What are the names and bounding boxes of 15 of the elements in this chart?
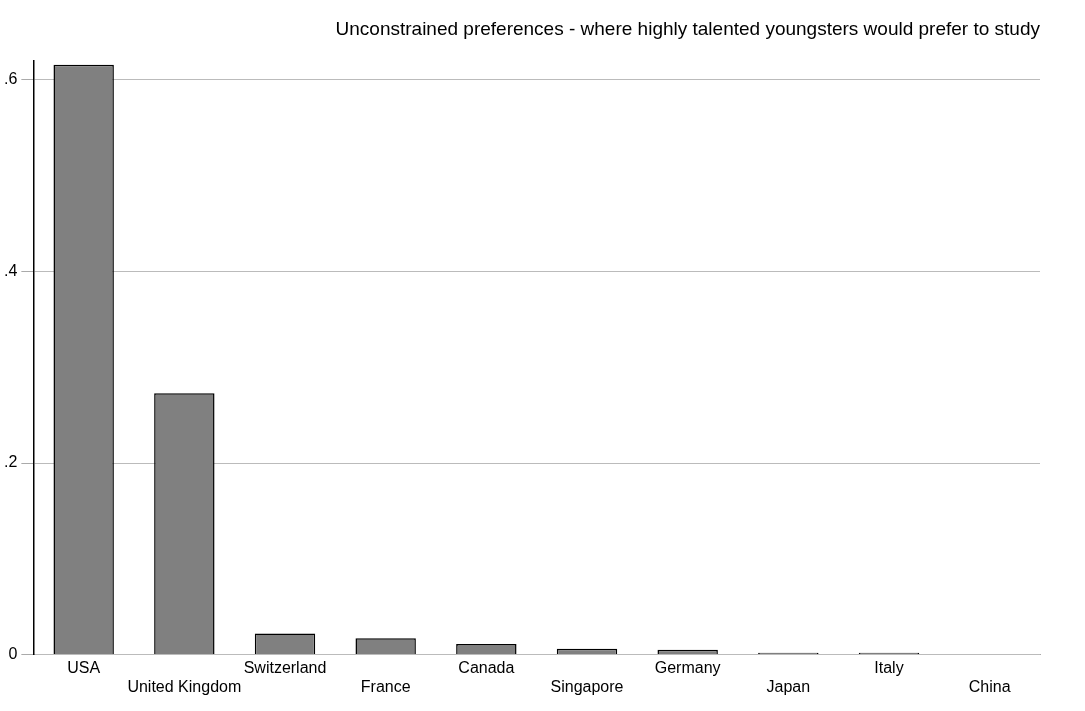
x-tick-label: Italy [874,658,904,676]
y-tick-label: .6 [4,70,18,88]
x-tick-label: USA [67,658,101,676]
y-tick-label: .2 [4,453,18,471]
x-tick-label: France [360,677,411,695]
y-tick-label: .4 [4,261,18,279]
x-tick-label: Singapore [550,677,624,695]
x-tick-label: United Kingdom [127,677,242,695]
x-tick-label: China [968,677,1011,695]
y-tick-label: 0 [8,645,18,663]
chart-title: Unconstrained preferences - where highly talented youngsters would prefer to study [335,17,1041,39]
x-tick-label: Germany [654,658,721,676]
x-tick-label: Switzerland [243,658,327,676]
x-tick-label: Canada [458,658,515,676]
x-tick-label: Japan [766,677,811,695]
